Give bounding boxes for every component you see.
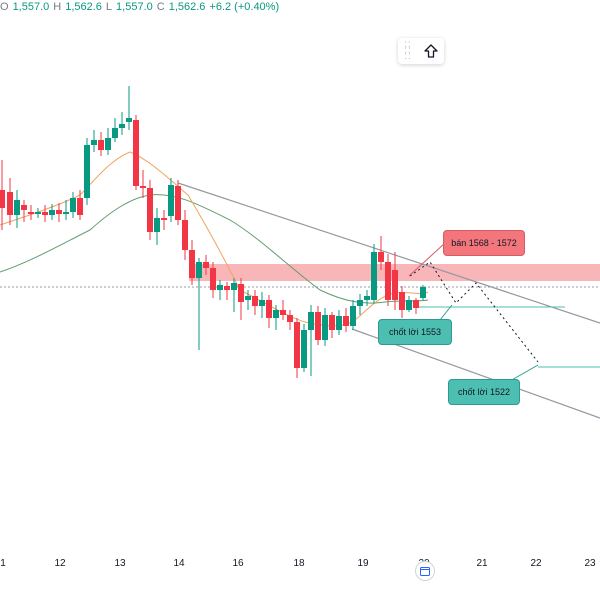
tp1-label-pointer bbox=[439, 304, 453, 321]
candle-body bbox=[294, 322, 300, 368]
candle-body bbox=[91, 140, 97, 145]
candle-body bbox=[35, 212, 41, 214]
sell-label-pointer bbox=[408, 242, 446, 277]
candle-body bbox=[343, 316, 349, 326]
x-tick-label: 14 bbox=[173, 558, 185, 569]
tp2-label-pointer bbox=[509, 364, 539, 382]
candle-body bbox=[378, 252, 384, 262]
candle-body bbox=[420, 287, 426, 298]
candle-body bbox=[70, 198, 76, 212]
candle-body bbox=[231, 283, 237, 290]
candle-body bbox=[0, 190, 5, 208]
ohlc-high-label: H bbox=[53, 1, 62, 13]
ohlc-close-value: 1,562.6 bbox=[168, 1, 206, 13]
candle-body bbox=[259, 300, 265, 306]
candle-body bbox=[203, 262, 209, 268]
candle-body bbox=[322, 315, 328, 340]
candle-body bbox=[7, 192, 13, 215]
x-tick-label: 23 bbox=[584, 558, 596, 569]
candle-body bbox=[189, 250, 195, 278]
candle-body bbox=[399, 292, 405, 310]
ohlc-open-value: 1,557.0 bbox=[12, 1, 50, 13]
candle-body bbox=[105, 138, 111, 150]
candle-body bbox=[49, 210, 55, 215]
candle-body bbox=[280, 310, 286, 315]
candle-body bbox=[147, 188, 153, 232]
candle-body bbox=[42, 212, 48, 215]
ohlc-close-label: C bbox=[156, 1, 165, 13]
candle-body bbox=[315, 312, 321, 340]
take-profit-label-2[interactable]: chốt lời 1522 bbox=[448, 379, 520, 405]
candle-body bbox=[224, 286, 230, 290]
projection-path bbox=[409, 261, 539, 363]
x-tick-label: 18 bbox=[293, 558, 305, 569]
today-marker-icon[interactable] bbox=[415, 561, 435, 581]
candle-body bbox=[406, 300, 412, 310]
take-profit-label-1[interactable]: chốt lời 1553 bbox=[378, 319, 452, 345]
arrow-up-icon[interactable] bbox=[418, 40, 444, 62]
candle-body bbox=[98, 140, 104, 150]
candle-body bbox=[252, 296, 258, 306]
candle-body bbox=[329, 315, 335, 330]
channel-upper-line[interactable] bbox=[177, 182, 600, 324]
drag-handle-icon[interactable]: :::::: bbox=[404, 39, 412, 62]
candle-body bbox=[336, 316, 342, 330]
x-tick-label: 16 bbox=[232, 558, 244, 569]
x-tick-label: 21 bbox=[476, 558, 488, 569]
candle-body bbox=[308, 312, 314, 330]
candles bbox=[0, 86, 426, 378]
candle-body bbox=[287, 315, 293, 322]
candle-body bbox=[63, 212, 69, 214]
sell-zone-label[interactable]: bán 1568 - 1572 bbox=[443, 230, 525, 256]
ohlc-low-value: 1,557.0 bbox=[116, 1, 153, 13]
moving-average-fast bbox=[0, 151, 429, 327]
candle-body bbox=[238, 284, 244, 302]
moving-average-slow bbox=[0, 194, 429, 304]
floating-drawing-toolbar[interactable]: :::::: bbox=[398, 38, 444, 64]
candle-body bbox=[168, 185, 174, 216]
x-tick-label: 12 bbox=[54, 558, 66, 569]
candle-body bbox=[28, 212, 34, 214]
candle-body bbox=[217, 285, 223, 290]
ohlc-open-label: O bbox=[0, 1, 9, 13]
candle-body bbox=[77, 198, 83, 215]
x-tick-label: 19 bbox=[357, 558, 369, 569]
candle-body bbox=[56, 210, 62, 214]
ohlc-readout: O 1,557.0 H 1,562.6 L 1,557.0 C 1,562.6 +6.2… bbox=[0, 0, 279, 14]
candle-body bbox=[210, 268, 216, 290]
candle-body bbox=[119, 124, 125, 128]
candle-body bbox=[21, 205, 27, 210]
candle-body bbox=[301, 330, 307, 368]
candle-body bbox=[350, 306, 356, 326]
x-tick-label: 22 bbox=[530, 558, 542, 569]
candle-body bbox=[161, 218, 167, 220]
candle-body bbox=[14, 200, 20, 215]
candle-body bbox=[126, 118, 132, 122]
candle-body bbox=[266, 300, 272, 318]
candle-body bbox=[371, 252, 377, 300]
candle-body bbox=[133, 120, 139, 186]
candle-body bbox=[154, 218, 160, 232]
candle-body bbox=[112, 128, 118, 138]
candle-body bbox=[182, 220, 188, 250]
ohlc-low-label: L bbox=[105, 1, 113, 13]
candle-body bbox=[413, 300, 419, 308]
ohlc-change-value: +6.2 (+0.40%) bbox=[209, 1, 280, 13]
candle-body bbox=[196, 262, 202, 278]
candle-body bbox=[392, 270, 398, 300]
candle-body bbox=[140, 186, 146, 188]
candle-body bbox=[364, 296, 370, 300]
x-tick-label: 13 bbox=[114, 558, 126, 569]
candle-body bbox=[385, 262, 391, 300]
candle-body bbox=[273, 310, 279, 318]
candle-body bbox=[175, 186, 181, 220]
candle-body bbox=[84, 145, 90, 198]
candle-body bbox=[357, 300, 363, 306]
x-tick-label: 1 bbox=[0, 558, 6, 569]
candle-body bbox=[245, 296, 251, 300]
ohlc-high-value: 1,562.6 bbox=[65, 1, 102, 13]
